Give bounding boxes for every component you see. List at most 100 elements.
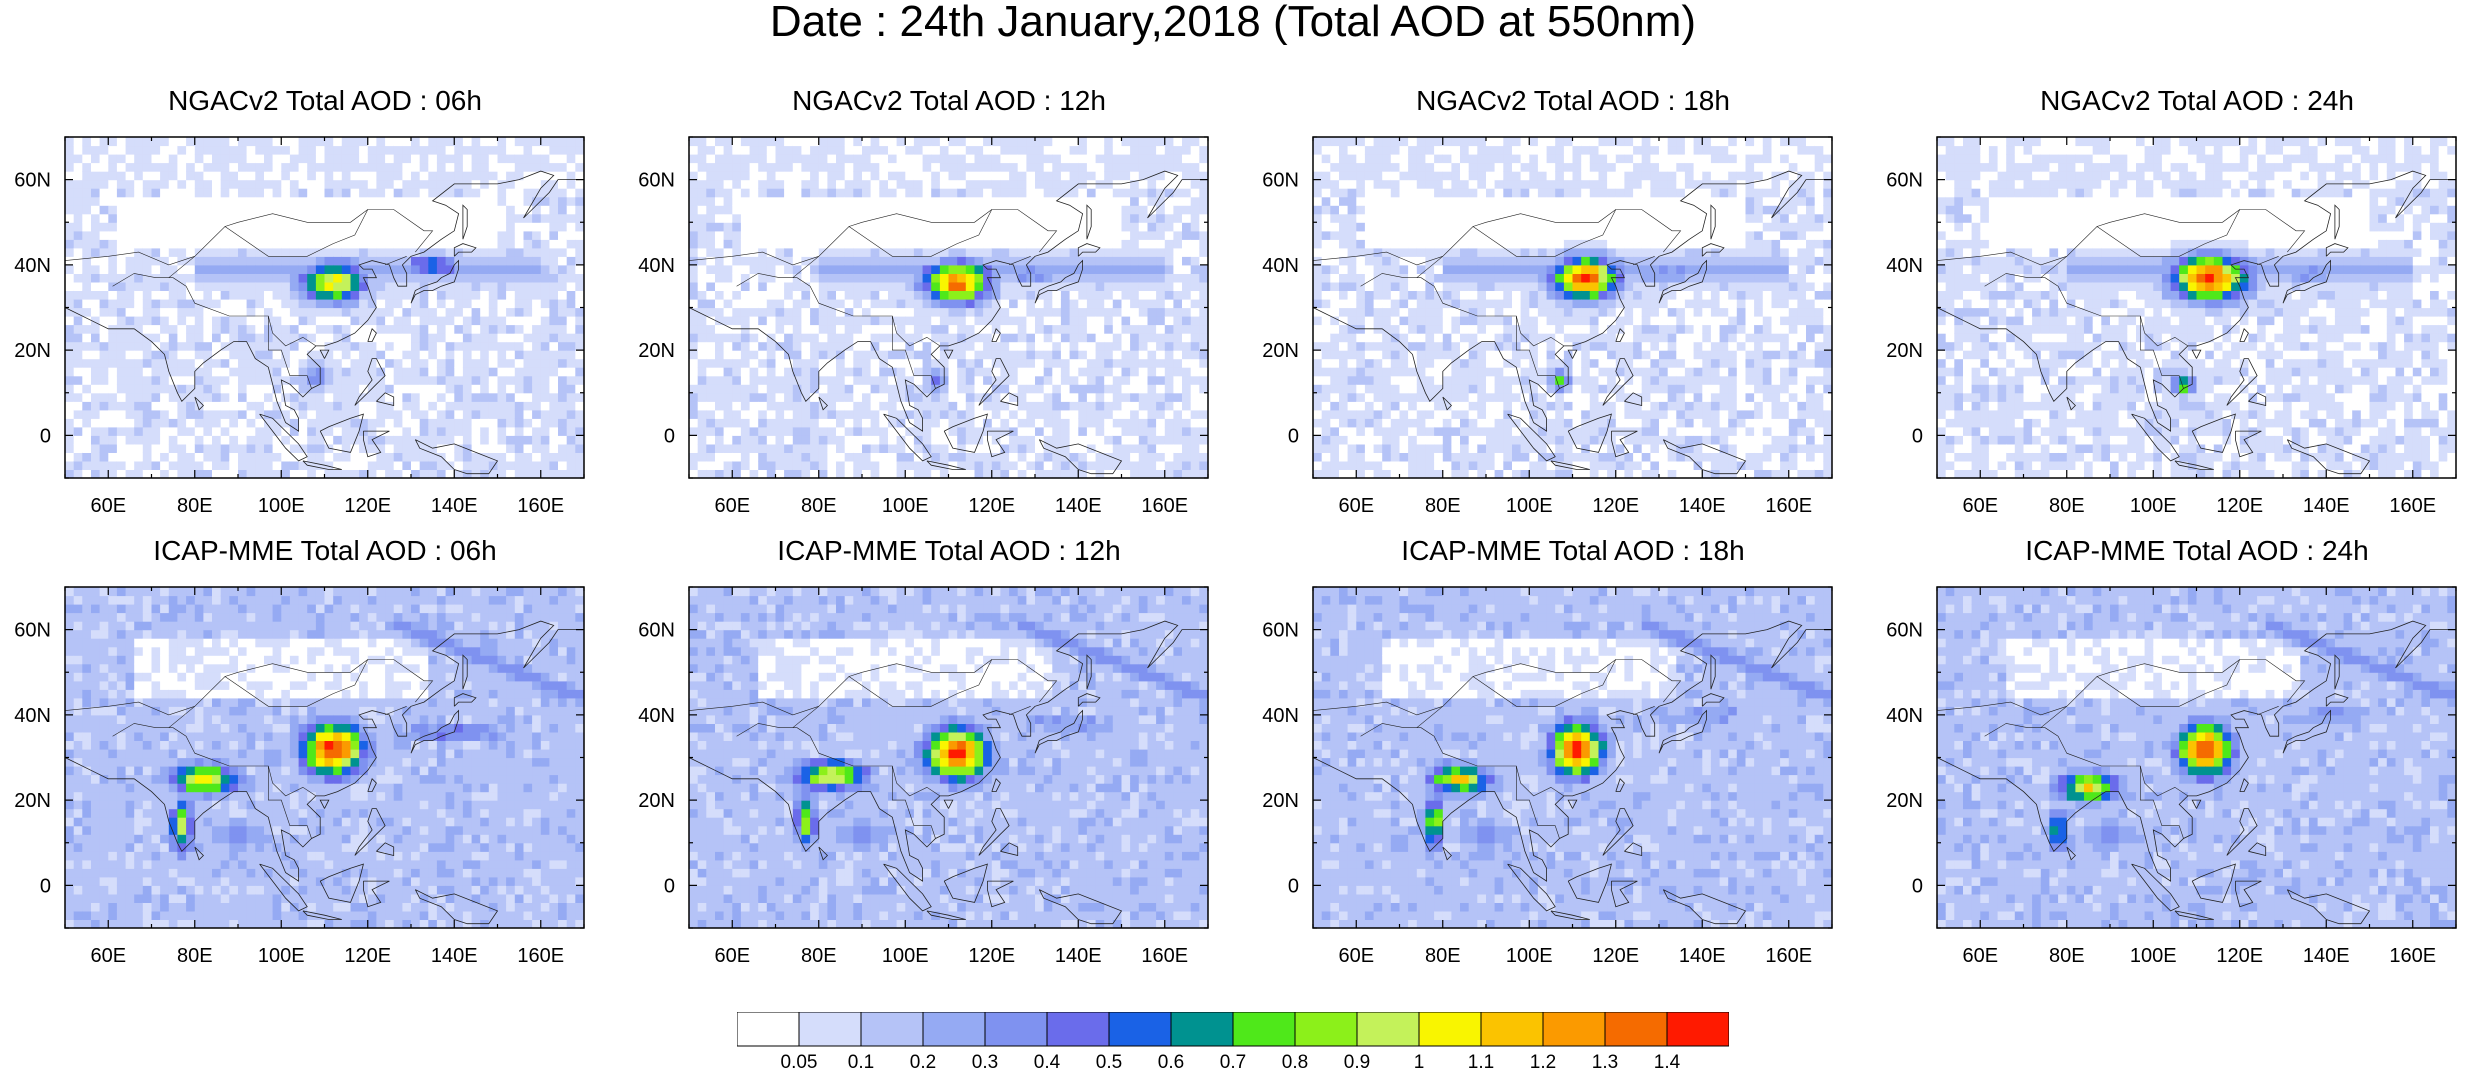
- aod-field: [1937, 587, 2456, 928]
- lon-tick-label: 100E: [882, 945, 929, 967]
- lon-tick-label: 140E: [431, 495, 478, 517]
- coastlines: [65, 170, 584, 475]
- coastlines: [1313, 620, 1832, 925]
- lat-tick-label: 60N: [14, 620, 51, 642]
- lon-tick-label: 140E: [1679, 945, 1726, 967]
- panel-title: NGACv2 Total AOD : 12h: [792, 85, 1106, 116]
- aod-field: [689, 137, 1208, 478]
- lon-tick-label: 160E: [2389, 945, 2436, 967]
- map-panel: NGACv2 Total AOD : 24h 60E 80E 100E 120E 140E…: [1877, 80, 2466, 530]
- lat-tick-label: 0: [1912, 425, 1923, 447]
- aod-field: [65, 137, 584, 478]
- colorbar-swatch: [1232, 1012, 1296, 1047]
- aod-map: 60E 80E 100E 120E 140E 160E 0 20N 40N 60N: [1262, 586, 1833, 967]
- colorbar-label: 1.4: [1654, 1052, 1681, 1071]
- colorbar-swatch: [1046, 1012, 1110, 1047]
- panel-title: NGACv2 Total AOD : 06h: [168, 85, 482, 116]
- lon-tick-label: 120E: [2216, 945, 2263, 967]
- lon-tick-label: 80E: [2049, 945, 2085, 967]
- coastlines: [689, 620, 1208, 925]
- panel-title: NGACv2 Total AOD : 18h: [1416, 85, 1730, 116]
- colorbar-swatch: [1294, 1012, 1358, 1047]
- lat-tick-label: 20N: [1262, 340, 1299, 362]
- panel-title: NGACv2 Total AOD : 24h: [2040, 85, 2354, 116]
- colorbar-label: 0.5: [1096, 1052, 1122, 1071]
- lon-tick-label: 80E: [1425, 945, 1461, 967]
- colorbar-swatch: [798, 1012, 862, 1047]
- aod-field: [1313, 137, 1832, 478]
- lat-tick-label: 40N: [1886, 255, 1923, 277]
- coastlines: [1937, 620, 2456, 925]
- lon-tick-label: 60E: [714, 495, 750, 517]
- colorbar-swatch: [860, 1012, 924, 1047]
- lon-tick-label: 60E: [1338, 495, 1374, 517]
- lon-tick-label: 120E: [1592, 945, 1639, 967]
- lon-tick-label: 140E: [1055, 495, 1102, 517]
- lat-tick-label: 60N: [1886, 620, 1923, 642]
- lon-tick-label: 60E: [1962, 495, 1998, 517]
- colorbar-label: 0.05: [781, 1052, 818, 1071]
- coastlines: [1313, 170, 1832, 475]
- axis-ticks: [688, 586, 1209, 929]
- aod-map: 60E 80E 100E 120E 140E 160E 0 20N 40N 60N: [1886, 586, 2457, 967]
- lon-tick-label: 160E: [1141, 495, 1188, 517]
- lat-tick-label: 20N: [638, 790, 675, 812]
- lon-tick-label: 120E: [344, 945, 391, 967]
- lon-tick-label: 160E: [1765, 495, 1812, 517]
- colorbar-swatch: [984, 1012, 1048, 1047]
- map-panel: ICAP-MME Total AOD : 18h 60E 80E 100E 120E 14…: [1253, 530, 1873, 980]
- lat-tick-label: 20N: [1886, 790, 1923, 812]
- lon-tick-label: 60E: [714, 945, 750, 967]
- colorbar-swatch: [1418, 1012, 1482, 1047]
- lon-tick-label: 160E: [2389, 495, 2436, 517]
- colorbar-swatch: [1542, 1012, 1606, 1047]
- lon-tick-label: 140E: [2303, 495, 2350, 517]
- colorbar-swatch: [1480, 1012, 1544, 1047]
- map-panel: ICAP-MME Total AOD : 12h 60E 80E 100E 120E 14…: [629, 530, 1249, 980]
- lon-tick-label: 160E: [517, 945, 564, 967]
- colorbar-label: 0.9: [1344, 1052, 1370, 1071]
- panel-title: ICAP-MME Total AOD : 18h: [1401, 535, 1745, 566]
- lon-tick-label: 140E: [1679, 495, 1726, 517]
- coastlines: [689, 170, 1208, 475]
- lon-tick-label: 80E: [801, 945, 837, 967]
- lon-tick-label: 160E: [1141, 945, 1188, 967]
- map-panel: ICAP-MME Total AOD : 24h 60E 80E 100E 120E 14…: [1877, 530, 2466, 980]
- lon-tick-label: 100E: [1506, 495, 1553, 517]
- lat-tick-label: 60N: [1886, 170, 1923, 192]
- lon-tick-label: 120E: [968, 945, 1015, 967]
- axis-ticks: [1312, 586, 1833, 929]
- lat-tick-label: 60N: [14, 170, 51, 192]
- map-panel: NGACv2 Total AOD : 18h 60E 80E 100E 120E 140E…: [1253, 80, 1873, 530]
- lat-tick-label: 40N: [14, 255, 51, 277]
- axis-ticks: [1312, 136, 1833, 479]
- aod-map: 60E 80E 100E 120E 140E 160E 0 20N 40N 60N: [638, 136, 1209, 517]
- lon-tick-label: 100E: [258, 495, 305, 517]
- lon-tick-label: 120E: [2216, 495, 2263, 517]
- lon-tick-label: 100E: [1506, 945, 1553, 967]
- lat-tick-label: 60N: [638, 620, 675, 642]
- aod-colorbar: 0.05 0.1 0.2 0.3 0.4 0.5 0.6 0.7 0.8 0.9 1 1.1 1.2 1.…: [737, 1012, 1729, 1071]
- panel-title: ICAP-MME Total AOD : 06h: [153, 535, 497, 566]
- lat-tick-label: 0: [1288, 425, 1299, 447]
- panel-title: ICAP-MME Total AOD : 12h: [777, 535, 1121, 566]
- aod-map: 60E 80E 100E 120E 140E 160E 0 20N 40N 60N: [1886, 136, 2457, 517]
- lon-tick-label: 100E: [2130, 945, 2177, 967]
- axis-ticks: [64, 586, 585, 929]
- lon-tick-label: 80E: [1425, 495, 1461, 517]
- colorbar-label: 1.2: [1530, 1052, 1556, 1071]
- lon-tick-label: 80E: [801, 495, 837, 517]
- colorbar-label: 1.3: [1592, 1052, 1618, 1071]
- lon-tick-label: 140E: [431, 945, 478, 967]
- axis-ticks: [64, 136, 585, 479]
- axis-ticks: [688, 136, 1209, 479]
- lon-tick-label: 160E: [1765, 945, 1812, 967]
- aod-map: 60E 80E 100E 120E 140E 160E 0 20N 40N 60N: [14, 136, 585, 517]
- colorbar-label: 0.3: [972, 1052, 998, 1071]
- aod-field: [65, 587, 584, 928]
- colorbar-label: 1.1: [1468, 1052, 1494, 1071]
- lat-tick-label: 60N: [1262, 620, 1299, 642]
- colorbar-label: 1: [1414, 1052, 1425, 1071]
- colorbar-swatch: [737, 1012, 800, 1047]
- colorbar-swatch: [922, 1012, 986, 1047]
